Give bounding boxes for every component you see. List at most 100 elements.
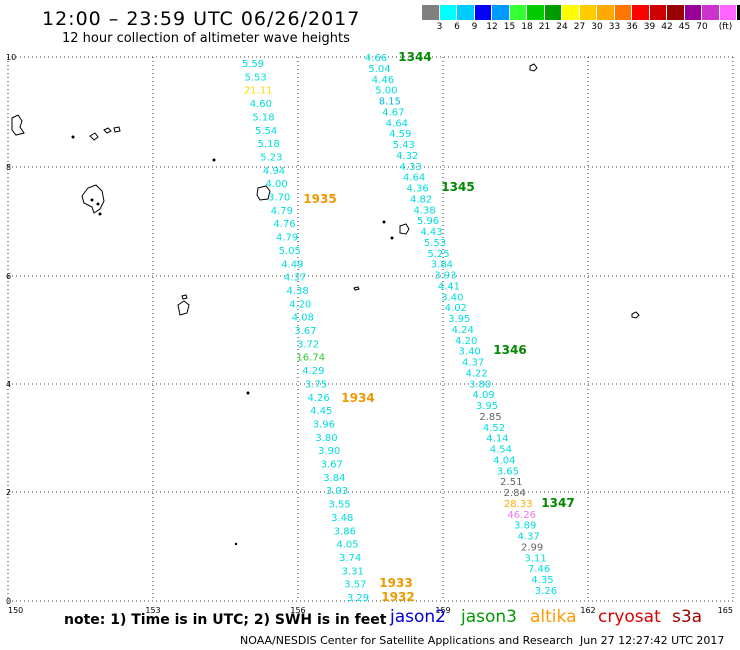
legend-tick-label: 36	[626, 22, 638, 32]
wave-height-value: 5.05	[279, 246, 301, 257]
legend-tick-label: 42	[661, 22, 673, 32]
wave-height-value: 3.26	[535, 586, 557, 597]
x-tick-label: 153	[145, 606, 160, 615]
wave-height-value: 4.43	[420, 227, 442, 238]
wave-height-value: 5.00	[375, 86, 397, 97]
x-tick-label: 150	[8, 606, 23, 615]
island-outline	[177, 300, 190, 316]
wave-height-value: 3.80	[315, 433, 337, 444]
wave-height-value: 5.04	[368, 64, 390, 75]
wave-height-value: 3.67	[294, 326, 316, 337]
legend-swatch	[422, 5, 440, 20]
x-tick-label: 156	[290, 606, 305, 615]
islet	[234, 542, 238, 546]
wave-height-value: 4.36	[406, 184, 428, 195]
legend-unit: (ft)	[718, 22, 733, 32]
wave-height-value: 4.26	[307, 393, 329, 404]
wave-height-value: 3.57	[344, 580, 366, 591]
wave-height-value: 3.84	[431, 260, 453, 271]
y-tick-label: 0	[6, 597, 11, 606]
legend-tick-label: 39	[643, 22, 656, 32]
wave-height-values: 5.59 5.53 21.11 4.60 5.18 5.54 5.18 5.23 4.94 4.0…	[242, 53, 557, 604]
wave-height-value: 4.41	[438, 281, 460, 292]
wave-height-value: 3.86	[334, 526, 356, 537]
wave-height-value: 16.74	[296, 353, 325, 364]
wave-height-value: 4.05	[336, 540, 358, 551]
wave-height-value: 3.40	[441, 292, 463, 303]
islet	[98, 212, 102, 216]
wave-height-value: 21.11	[244, 86, 273, 97]
wave-height-value: 3.93	[434, 271, 456, 282]
wave-height-value: 5.25	[427, 249, 449, 260]
island-outline	[631, 311, 640, 319]
satellite-name: jason3	[461, 607, 517, 627]
island-outline	[113, 126, 121, 133]
wave-height-value: 4.49	[281, 259, 303, 270]
wave-height-value: 4.37	[518, 532, 540, 543]
wave-height-value: 4.76	[273, 219, 295, 230]
legend-swatch	[492, 5, 510, 20]
legend-tick-label: 9	[471, 22, 478, 32]
wave-height-value: 4.29	[302, 366, 324, 377]
island-outline	[181, 294, 188, 300]
islet	[96, 202, 100, 206]
wave-height-value: 4.08	[292, 313, 314, 324]
wave-height-value: 2.84	[504, 488, 526, 499]
wave-height-value: 4.20	[455, 336, 477, 347]
wave-height-value: 4.37	[284, 273, 306, 284]
wave-height-value: 3.74	[339, 553, 361, 564]
x-tick-label: 162	[580, 606, 595, 615]
legend-tick-label: 33	[608, 22, 621, 32]
wave-height-value: 5.53	[424, 238, 446, 249]
pass-time-label: 1347	[541, 496, 574, 510]
island-outline	[399, 223, 410, 235]
wave-height-value: 3.11	[524, 553, 546, 564]
wave-height-value: 8.15	[379, 97, 401, 108]
wave-height-value: 4.52	[483, 423, 505, 434]
wave-height-value: 5.18	[252, 112, 274, 123]
legend-tick-label: 12	[486, 22, 498, 32]
wave-height-value: 5.96	[417, 216, 439, 227]
legend-tick-label: 15	[503, 22, 516, 32]
island-outline	[11, 114, 25, 136]
wave-height-value: 4.67	[382, 107, 404, 118]
legend-tick-label: 30	[591, 22, 603, 32]
legend-tick-label: 27	[573, 22, 586, 32]
legend-tick-label: 24	[556, 22, 568, 32]
wave-height-value: 3.29	[347, 593, 369, 604]
wave-height-value: 3.67	[321, 460, 343, 471]
legend-swatch	[439, 5, 457, 20]
wave-height-value: 3.95	[448, 314, 470, 325]
wave-height-value: 4.38	[413, 205, 435, 216]
wave-height-value: 28.33	[504, 499, 533, 510]
wave-height-value: 2.99	[521, 542, 543, 553]
wave-height-value: 4.46	[372, 75, 394, 86]
satellite-name: cryosat	[598, 607, 661, 627]
island-outline	[353, 286, 360, 291]
wave-height-value: 3.75	[305, 379, 327, 390]
grid-lines	[7, 56, 734, 602]
wave-height-value: 3.84	[323, 473, 345, 484]
islet	[246, 391, 250, 395]
legend-tick-label: 45	[678, 22, 691, 32]
legend-tick-label: 21	[538, 22, 551, 32]
y-tick-label: 8	[6, 163, 11, 172]
wave-height-value: 3.31	[342, 566, 364, 577]
legend-swatch	[632, 5, 650, 20]
wave-height-value: 4.79	[276, 233, 298, 244]
legend-swatch	[737, 5, 740, 20]
x-tick-label: 165	[718, 606, 733, 615]
wave-height-value: 3.65	[497, 466, 519, 477]
wave-height-value: 3.48	[331, 513, 353, 524]
legend-swatch	[544, 5, 562, 20]
legend-swatch	[474, 5, 492, 20]
legend-swatch	[702, 5, 720, 20]
wave-height-value: 4.32	[396, 151, 418, 162]
wave-height-value: 4.59	[389, 129, 411, 140]
wave-height-value: 4.37	[462, 358, 484, 369]
wave-height-value: 4.04	[493, 455, 515, 466]
wave-height-value: 46.26	[507, 510, 536, 521]
wave-height-value: 4.00	[265, 179, 287, 190]
